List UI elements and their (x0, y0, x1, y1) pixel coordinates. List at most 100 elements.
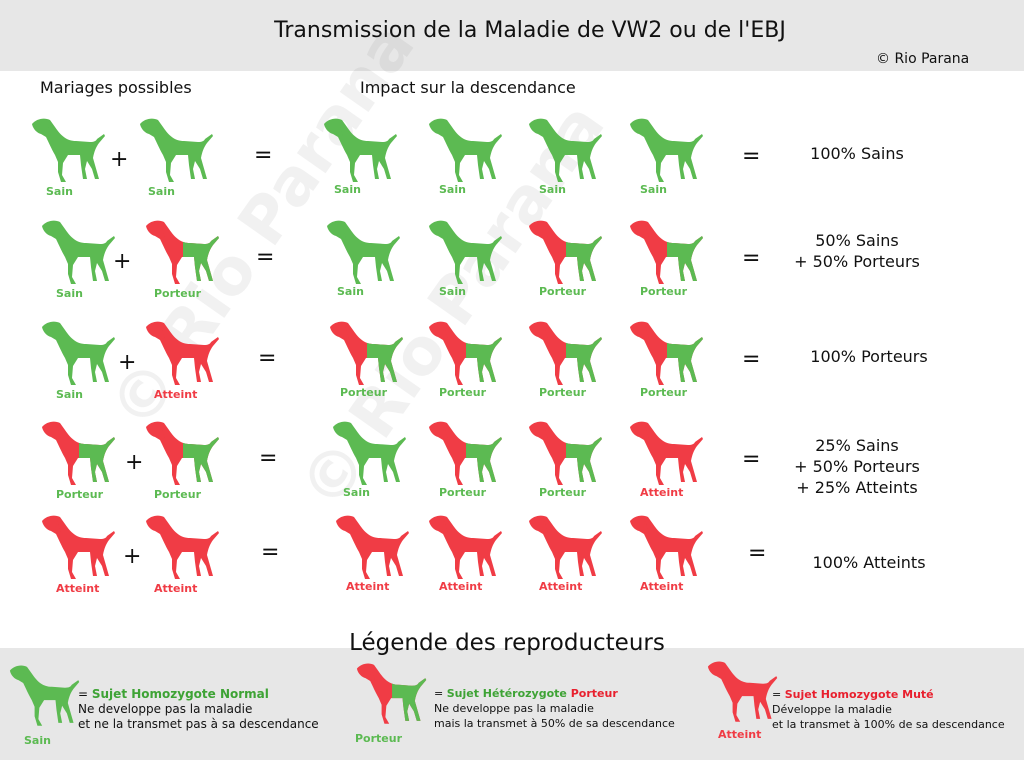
legend-prefix: = (434, 687, 447, 700)
plus-sign: + (110, 147, 129, 172)
result-text: 100% Atteints (812, 553, 926, 572)
equals-sign: = (742, 347, 761, 372)
dog-label: Porteur (56, 488, 104, 501)
equals-sign: = (259, 446, 278, 471)
legend-band (0, 648, 1024, 760)
result-text: 100% Porteurs (810, 347, 928, 366)
dog-label: Sain (334, 183, 361, 196)
legend-item-atteint: = Sujet Homozygote Muté Développe la mal… (772, 687, 1005, 732)
healthy-dog-icon (427, 219, 505, 287)
dog-label: Porteur (439, 386, 487, 399)
affected-dog-icon (427, 514, 505, 582)
affected-dog-icon (628, 420, 706, 488)
dog-label: Porteur (340, 386, 388, 399)
legend-line: mais la transmet à 50% de sa descendance (434, 717, 675, 730)
carrier-dog-icon (427, 420, 505, 488)
dog-label: Atteint (154, 582, 198, 595)
equals-sign: = (742, 246, 761, 271)
carrier-dog-icon (328, 320, 406, 388)
carrier-dog-icon (527, 420, 605, 488)
page-title: Transmission de la Maladie de VW2 ou de … (274, 18, 786, 43)
legend-heading: Sujet Homozygote (91, 687, 220, 701)
dog-label: Sain (343, 486, 370, 499)
equals-sign: = (256, 245, 275, 270)
legend-prefix: = (772, 688, 785, 701)
affected-dog-icon (334, 514, 412, 582)
healthy-dog-icon (325, 219, 403, 287)
healthy-dog-icon (40, 320, 118, 388)
dog-label: Sain (539, 183, 566, 196)
legend-line: Ne developpe pas la maladie (78, 702, 253, 716)
title-band (0, 0, 1024, 71)
legend-heading-emph: Muté (902, 688, 934, 701)
legend-item-porteur: = Sujet Hétérozygote Porteur Ne developp… (434, 686, 675, 731)
offspring-header: Impact sur la descendance (360, 78, 576, 97)
affected-dog-icon (628, 514, 706, 582)
equals-sign: = (258, 346, 277, 371)
dog-label: Atteint (539, 580, 583, 593)
plus-sign: + (113, 249, 132, 274)
healthy-dog-icon (322, 117, 400, 185)
healthy-dog-icon (40, 219, 118, 287)
dog-label: Atteint (640, 486, 684, 499)
dog-label: Sain (56, 287, 83, 300)
healthy-dog-icon (628, 117, 706, 185)
dog-label: Atteint (346, 580, 390, 593)
dog-label: Sain (337, 285, 364, 298)
result-text: 25% Sains (815, 436, 899, 455)
affected-dog-icon (144, 514, 222, 582)
affected-dog-icon (706, 660, 780, 725)
matings-header: Mariages possibles (40, 78, 192, 97)
legend-item-sain: = Sujet Homozygote Normal Ne developpe p… (78, 687, 319, 732)
dog-label: Porteur (539, 285, 587, 298)
carrier-dog-icon (628, 219, 706, 287)
dog-label: Sain (56, 388, 83, 401)
legend-line: et ne la transmet pas à sa descendance (78, 717, 319, 731)
dog-label: Atteint (640, 580, 684, 593)
carrier-dog-icon (144, 420, 222, 488)
equals-sign: = (254, 143, 273, 168)
carrier-dog-icon (427, 320, 505, 388)
equals-sign: = (742, 144, 761, 169)
dog-label: Atteint (56, 582, 100, 595)
dog-label: Atteint (154, 388, 198, 401)
dog-label: Porteur (640, 386, 688, 399)
plus-sign: + (118, 350, 137, 375)
result-text: + 25% Atteints (796, 478, 918, 497)
dog-label: Porteur (539, 486, 587, 499)
dog-label: Sain (46, 185, 73, 198)
affected-dog-icon (144, 320, 222, 388)
carrier-dog-icon (355, 662, 429, 727)
legend-heading-emph: Porteur (570, 687, 618, 700)
dog-label: Atteint (439, 580, 483, 593)
dog-label: Porteur (154, 488, 202, 501)
dog-label: Porteur (539, 386, 587, 399)
healthy-dog-icon (138, 117, 216, 185)
copyright-notice: © Rio Parana (876, 51, 970, 67)
dog-label: Sain (148, 185, 175, 198)
dog-label: Sain (24, 734, 51, 747)
carrier-dog-icon (144, 219, 222, 287)
result-text: 50% Sains (815, 231, 899, 250)
dog-label: Sain (439, 183, 466, 196)
carrier-dog-icon (527, 320, 605, 388)
carrier-dog-icon (527, 219, 605, 287)
result-text: + 50% Porteurs (794, 457, 920, 476)
dog-label: Porteur (355, 732, 403, 745)
carrier-dog-icon (628, 320, 706, 388)
legend-heading: Sujet Homozygote (784, 688, 903, 701)
plus-sign: + (123, 544, 142, 569)
affected-dog-icon (527, 514, 605, 582)
legend-heading: Sujet Hétérozygote (446, 687, 571, 700)
dog-label: Atteint (718, 728, 762, 741)
healthy-dog-icon (8, 664, 82, 729)
legend-line: et la transmet à 100% de sa descendance (772, 718, 1005, 731)
dog-label: Porteur (640, 285, 688, 298)
legend-prefix: = (78, 687, 92, 701)
healthy-dog-icon (427, 117, 505, 185)
legend-title: Légende des reproducteurs (349, 630, 665, 656)
carrier-dog-icon (40, 420, 118, 488)
equals-sign: = (742, 447, 761, 472)
healthy-dog-icon (527, 117, 605, 185)
healthy-dog-icon (30, 117, 108, 185)
